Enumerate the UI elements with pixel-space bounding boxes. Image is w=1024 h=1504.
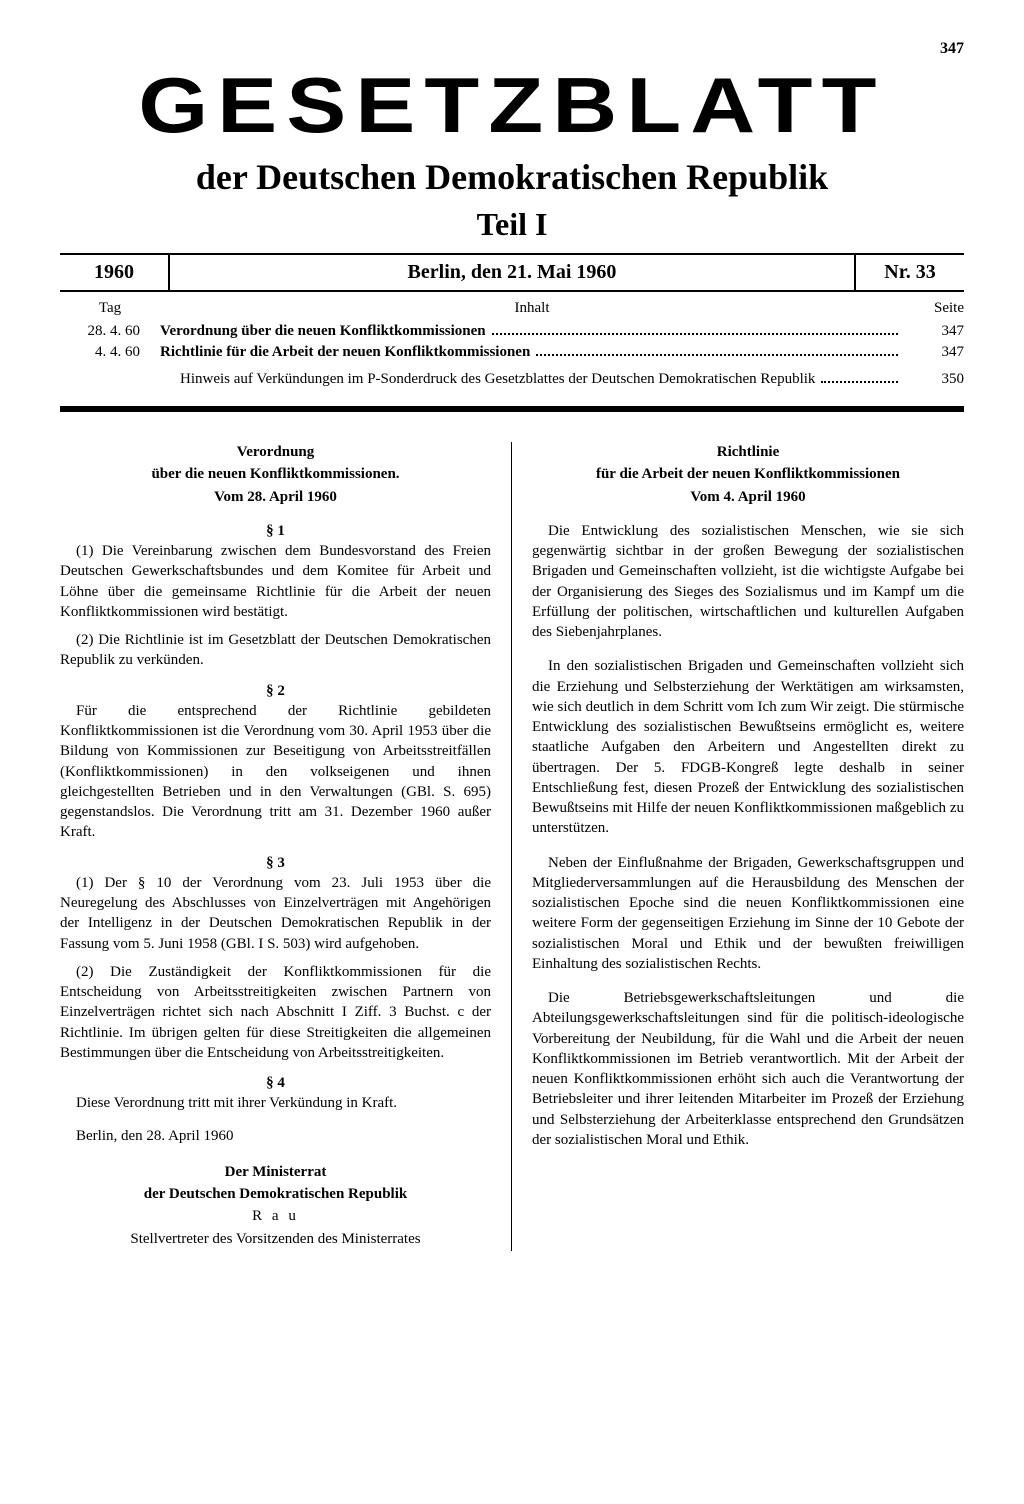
toc-text: Verordnung über die neuen Konfliktkommis… bbox=[160, 323, 486, 340]
body-columns: Verordnung über die neuen Konfliktkommis… bbox=[60, 442, 964, 1251]
toc-dots bbox=[821, 381, 898, 383]
right-date: Vom 4. April 1960 bbox=[532, 487, 964, 507]
signature-line1: Der Ministerrat bbox=[60, 1162, 491, 1182]
toc-text: Hinweis auf Verkündungen im P-Sonderdruc… bbox=[180, 371, 815, 388]
toc-page: 347 bbox=[904, 344, 964, 361]
section-mark: § 1 bbox=[60, 521, 491, 541]
toc-date: 28. 4. 60 bbox=[60, 323, 160, 340]
toc-dots bbox=[492, 333, 898, 335]
toc-header-content: Inhalt bbox=[160, 300, 904, 317]
toc-page: 350 bbox=[904, 371, 964, 388]
left-column: Verordnung über die neuen Konfliktkommis… bbox=[60, 442, 512, 1251]
right-title-line1: Richtlinie bbox=[532, 442, 964, 462]
header-year: 1960 bbox=[60, 255, 170, 290]
left-date: Vom 28. April 1960 bbox=[60, 487, 491, 507]
paragraph: (1) Der § 10 der Verordnung vom 23. Juli… bbox=[60, 873, 491, 954]
section-mark: § 2 bbox=[60, 681, 491, 701]
toc-row: Hinweis auf Verkündungen im P-Sonderdruc… bbox=[60, 371, 964, 388]
header-date: Berlin, den 21. Mai 1960 bbox=[170, 255, 854, 290]
section-mark: § 3 bbox=[60, 853, 491, 873]
paragraph: Die Betriebsgewerkschaftsleitungen und d… bbox=[532, 988, 964, 1150]
paragraph: Diese Verordnung tritt mit ihrer Verkünd… bbox=[60, 1093, 491, 1113]
toc-row: 4. 4. 60 Richtlinie für die Arbeit der n… bbox=[60, 344, 964, 361]
paragraph: (1) Die Vereinbarung zwischen dem Bundes… bbox=[60, 541, 491, 622]
toc-header-page: Seite bbox=[904, 300, 964, 317]
signature-line2: der Deutschen Demokratischen Republik bbox=[60, 1184, 491, 1204]
paragraph: In den sozialistischen Brigaden und Geme… bbox=[532, 656, 964, 838]
paragraph: Neben der Einflußnahme der Brigaden, Gew… bbox=[532, 853, 964, 975]
header-bar: 1960 Berlin, den 21. Mai 1960 Nr. 33 bbox=[60, 253, 964, 292]
masthead-part: Teil I bbox=[60, 206, 964, 243]
place-date: Berlin, den 28. April 1960 bbox=[60, 1126, 491, 1146]
paragraph: Die Entwicklung des sozialistischen Mens… bbox=[532, 521, 964, 643]
right-title-line2: für die Arbeit der neuen Konfliktkommiss… bbox=[532, 464, 964, 484]
signature-name: R a u bbox=[60, 1206, 491, 1226]
section-mark: § 4 bbox=[60, 1073, 491, 1093]
header-number: Nr. 33 bbox=[854, 255, 964, 290]
paragraph: (2) Die Zuständigkeit der Konfliktkommis… bbox=[60, 962, 491, 1063]
toc-page: 347 bbox=[904, 323, 964, 340]
signature-role: Stellvertreter des Vorsitzenden des Mini… bbox=[60, 1229, 491, 1249]
right-column: Richtlinie für die Arbeit der neuen Konf… bbox=[512, 442, 964, 1251]
paragraph: (2) Die Richtlinie ist im Gesetzblatt de… bbox=[60, 630, 491, 671]
toc-header-row: Tag Inhalt Seite bbox=[60, 300, 964, 317]
toc-row: 28. 4. 60 Verordnung über die neuen Konf… bbox=[60, 323, 964, 340]
toc-header-date: Tag bbox=[60, 300, 160, 317]
left-title-line2: über die neuen Konfliktkommissionen. bbox=[60, 464, 491, 484]
page-number-top: 347 bbox=[60, 40, 964, 58]
toc-text: Richtlinie für die Arbeit der neuen Konf… bbox=[160, 344, 530, 361]
left-title-line1: Verordnung bbox=[60, 442, 491, 462]
table-of-contents: Tag Inhalt Seite 28. 4. 60 Verordnung üb… bbox=[60, 300, 964, 412]
signature-block: Der Ministerrat der Deutschen Demokratis… bbox=[60, 1162, 491, 1249]
toc-date: 4. 4. 60 bbox=[60, 344, 160, 361]
toc-dots bbox=[536, 354, 898, 356]
masthead-subtitle: der Deutschen Demokratischen Republik bbox=[60, 156, 964, 198]
paragraph: Für die entsprechend der Richtlinie gebi… bbox=[60, 701, 491, 843]
masthead-title: GESETZBLATT bbox=[0, 66, 1024, 144]
